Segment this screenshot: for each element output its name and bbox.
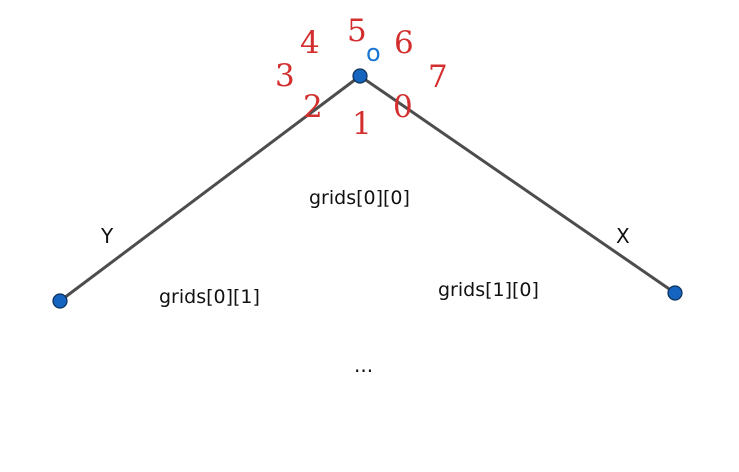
- direction-2: 2: [303, 89, 323, 125]
- direction-6: 6: [394, 25, 414, 61]
- x-axis-line: [358, 74, 677, 295]
- right-end-vertex: [667, 285, 683, 301]
- grid-label-left: grids[0][1]: [159, 286, 260, 308]
- grid-label-center: grids[0][0]: [309, 187, 410, 209]
- y-axis-line: [58, 74, 362, 303]
- direction-5: 5: [347, 13, 367, 49]
- y-axis-label: Y: [100, 224, 114, 248]
- ellipsis: ...: [354, 353, 373, 377]
- x-axis-label: X: [616, 224, 630, 248]
- direction-0: 0: [393, 89, 413, 125]
- direction-3: 3: [275, 58, 295, 94]
- grid-label-right: grids[1][0]: [438, 279, 539, 301]
- origin-label: o: [366, 39, 381, 67]
- left-end-vertex: [52, 293, 68, 309]
- direction-1: 1: [352, 106, 372, 142]
- origin-vertex: [352, 68, 368, 84]
- direction-4: 4: [300, 25, 320, 61]
- direction-7: 7: [428, 59, 448, 95]
